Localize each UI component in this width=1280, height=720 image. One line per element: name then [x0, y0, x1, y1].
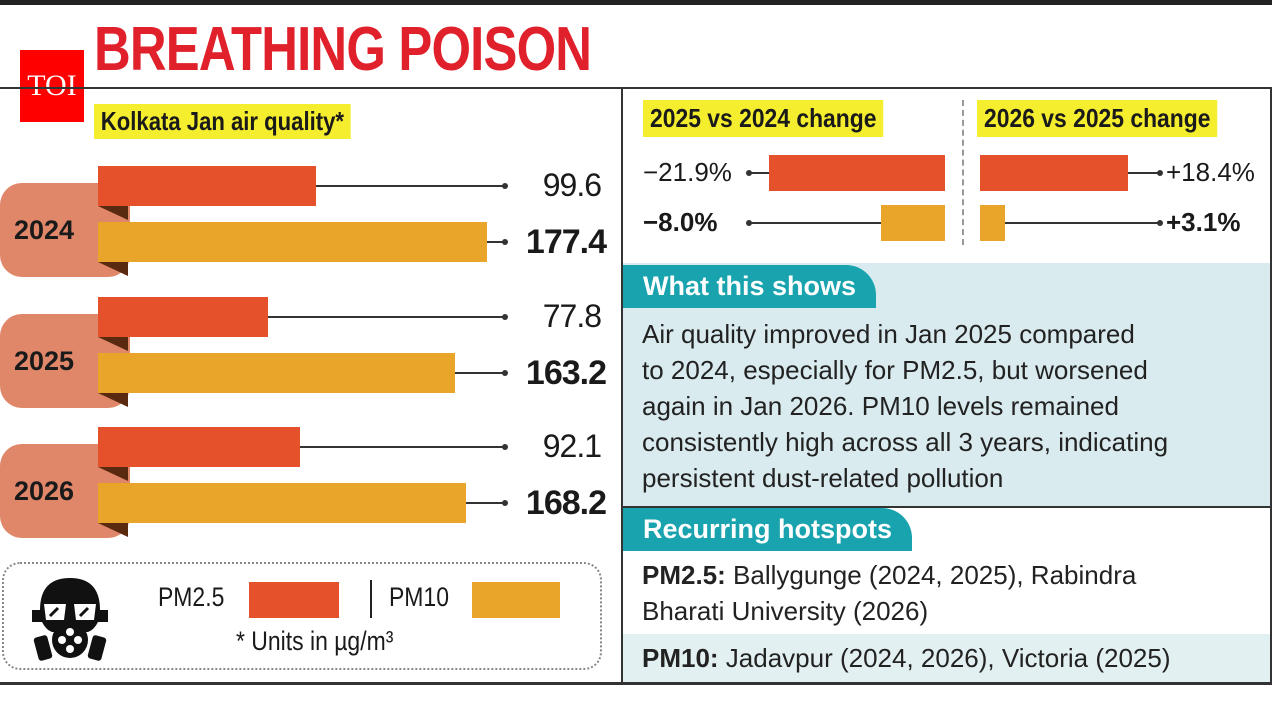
leader-line — [486, 241, 505, 243]
leader-line — [466, 502, 505, 504]
bar-fold — [98, 467, 128, 481]
pm25-hotspots-text: Ballygunge (2024, 2025), Rabindra — [725, 560, 1137, 590]
pm10-hotspots-text: Jadavpur (2024, 2026), Victoria (2025) — [718, 643, 1171, 673]
change-2025-vs-2024-title: 2025 vs 2024 change — [643, 100, 884, 137]
leader-dot — [502, 239, 508, 245]
pm25-hotspots: PM2.5: Ballygunge (2024, 2025), Rabindra… — [642, 557, 1136, 629]
pm10-bar — [98, 222, 487, 262]
units-note: * Units in µg/m³ — [236, 626, 394, 656]
text-line: again in Jan 2026. PM10 levels remained — [642, 391, 1119, 421]
change-2026-vs-2025-title: 2026 vs 2025 change — [977, 100, 1218, 137]
dashed-divider — [962, 100, 964, 245]
pm10-hotspots-row — [623, 634, 1270, 682]
pm25-change-bar — [980, 155, 1129, 191]
value-label: 168.2 — [525, 484, 607, 522]
toi-logo: TOI — [20, 50, 84, 122]
pm25-bar — [98, 296, 269, 337]
divider — [0, 682, 1272, 685]
leader-dot — [1157, 170, 1163, 176]
gas-mask-icon — [32, 578, 108, 661]
legend: PM2.5 PM10 * Units in µg/m³ — [2, 562, 602, 670]
divider — [621, 88, 623, 684]
leader-dot — [502, 500, 508, 506]
pm10-change-bar — [880, 205, 945, 241]
what-this-shows-text: Air quality improved in Jan 2025 compare… — [642, 316, 1168, 496]
leader-dot — [746, 220, 752, 226]
pm25-bar — [98, 427, 300, 467]
leader-line — [455, 371, 505, 374]
divider — [0, 87, 1272, 89]
value-label: 163.2 — [525, 353, 607, 392]
change-label: −21.9% — [643, 157, 732, 187]
leader-line — [1128, 172, 1160, 174]
leader-line — [268, 315, 505, 318]
pm10-change-bar — [980, 205, 1005, 241]
leader-line — [316, 185, 505, 187]
legend-label-pm25: PM2.5 — [158, 582, 225, 612]
divider — [623, 506, 1270, 508]
value-label: 177.4 — [525, 223, 607, 261]
leader-line — [750, 172, 769, 174]
text-line: Air quality improved in Jan 2025 compare… — [642, 319, 1135, 349]
pm10-hotspots: PM10: Jadavpur (2024, 2026), Victoria (2… — [642, 640, 1170, 676]
recurring-hotspots-heading: Recurring hotspots — [623, 508, 913, 551]
leader-dot — [502, 444, 508, 450]
change-label: +18.4% — [1166, 157, 1255, 187]
pm10-bar — [98, 352, 456, 393]
bar-fold — [98, 336, 128, 351]
leader-line — [299, 446, 505, 448]
change-label: +3.1% — [1166, 207, 1241, 237]
top-rule — [0, 0, 1272, 5]
bar-fold — [98, 262, 128, 276]
leader-line — [750, 222, 881, 224]
leader-dot — [502, 183, 508, 189]
headline: BREATHING POISON — [94, 15, 592, 84]
legend-label-pm10: PM10 — [389, 582, 449, 612]
legend-swatch-pm25 — [249, 582, 339, 618]
what-this-shows-heading: What this shows — [623, 265, 877, 308]
legend-separator — [370, 580, 372, 618]
value-label: 92.1 — [542, 428, 602, 464]
value-label: 77.8 — [542, 297, 602, 334]
bar-fold — [98, 523, 128, 537]
leader-dot — [1157, 220, 1163, 226]
pm25-label: PM2.5: — [642, 560, 726, 590]
leader-dot — [746, 170, 752, 176]
value-label: 99.6 — [542, 167, 602, 203]
leader-dot — [502, 369, 508, 376]
chart-title: Kolkata Jan air quality* — [94, 104, 351, 139]
pm10-bar — [98, 483, 467, 523]
leader-line — [1004, 222, 1160, 224]
pm25-hotspots-text: Bharati University (2026) — [642, 596, 929, 626]
bar-fold — [98, 206, 128, 220]
pm25-change-bar — [768, 155, 945, 191]
pm25-bar — [98, 166, 317, 206]
divider — [1270, 88, 1272, 684]
pm10-label: PM10: — [642, 643, 719, 673]
text-line: consistently high across all 3 years, in… — [642, 427, 1169, 457]
leader-dot — [502, 313, 508, 320]
text-line: to 2024, especially for PM2.5, but worse… — [642, 355, 1148, 385]
text-line: persistent dust-related pollution — [642, 463, 1004, 493]
bar-fold — [98, 392, 128, 407]
change-label: −8.0% — [643, 207, 718, 237]
legend-swatch-pm10 — [472, 582, 560, 618]
